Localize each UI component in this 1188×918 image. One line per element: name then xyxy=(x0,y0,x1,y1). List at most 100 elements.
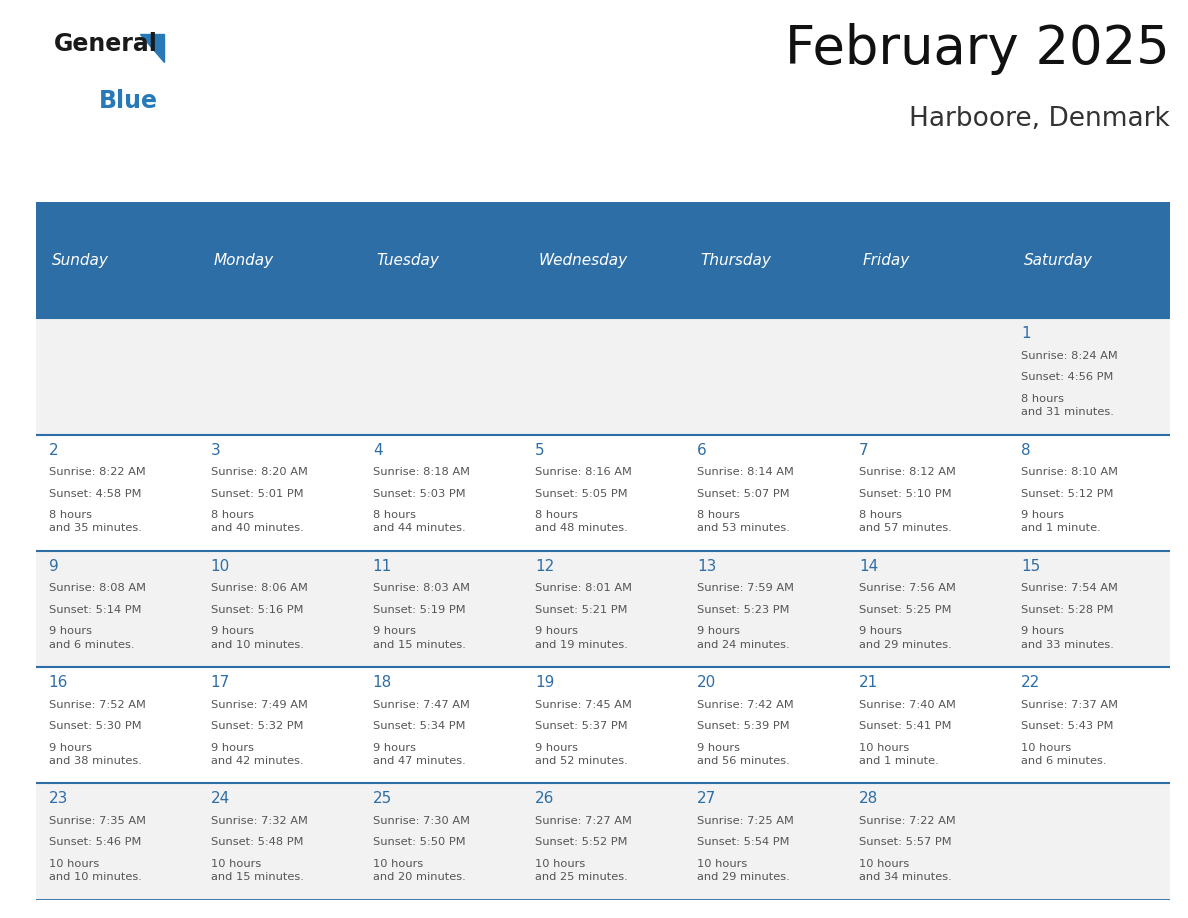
Text: 6: 6 xyxy=(697,442,707,458)
Text: Sunset: 5:41 PM: Sunset: 5:41 PM xyxy=(859,722,952,731)
Text: Sunset: 5:50 PM: Sunset: 5:50 PM xyxy=(373,837,466,847)
Bar xyxy=(197,783,360,900)
Text: Sunrise: 7:45 AM: Sunrise: 7:45 AM xyxy=(535,700,632,710)
Text: Tuesday: Tuesday xyxy=(375,252,438,268)
Bar xyxy=(360,319,522,434)
Text: Sunset: 5:01 PM: Sunset: 5:01 PM xyxy=(210,488,303,498)
Bar xyxy=(522,434,684,551)
Text: 7: 7 xyxy=(859,442,868,458)
Text: Sunset: 5:10 PM: Sunset: 5:10 PM xyxy=(859,488,952,498)
Text: 1: 1 xyxy=(1020,327,1031,341)
Bar xyxy=(522,202,684,319)
Bar xyxy=(1009,434,1170,551)
Bar xyxy=(684,783,846,900)
Bar xyxy=(684,202,846,319)
Text: Sunset: 5:39 PM: Sunset: 5:39 PM xyxy=(697,722,790,731)
Text: 11: 11 xyxy=(373,559,392,574)
Bar xyxy=(684,551,846,667)
Text: 9 hours
and 24 minutes.: 9 hours and 24 minutes. xyxy=(697,626,790,650)
Text: Sunset: 5:19 PM: Sunset: 5:19 PM xyxy=(373,605,466,615)
Text: 9 hours
and 47 minutes.: 9 hours and 47 minutes. xyxy=(373,743,466,766)
Bar xyxy=(360,551,522,667)
Text: Sunset: 5:46 PM: Sunset: 5:46 PM xyxy=(49,837,141,847)
Text: 22: 22 xyxy=(1020,676,1041,690)
Text: Sunrise: 7:30 AM: Sunrise: 7:30 AM xyxy=(373,816,469,826)
Text: 8 hours
and 57 minutes.: 8 hours and 57 minutes. xyxy=(859,510,952,533)
Text: 27: 27 xyxy=(697,791,716,807)
Text: 9 hours
and 10 minutes.: 9 hours and 10 minutes. xyxy=(210,626,304,650)
Bar xyxy=(522,319,684,434)
Bar xyxy=(1009,551,1170,667)
Bar xyxy=(846,551,1009,667)
Bar xyxy=(36,434,197,551)
Text: Sunset: 5:05 PM: Sunset: 5:05 PM xyxy=(535,488,627,498)
Text: 9 hours
and 33 minutes.: 9 hours and 33 minutes. xyxy=(1020,626,1114,650)
Text: 9 hours
and 6 minutes.: 9 hours and 6 minutes. xyxy=(49,626,134,650)
Text: Sunset: 5:21 PM: Sunset: 5:21 PM xyxy=(535,605,627,615)
Text: Sunset: 5:37 PM: Sunset: 5:37 PM xyxy=(535,722,627,731)
Text: Sunset: 5:54 PM: Sunset: 5:54 PM xyxy=(697,837,789,847)
Text: Sunrise: 7:27 AM: Sunrise: 7:27 AM xyxy=(535,816,632,826)
Bar xyxy=(197,667,360,783)
Text: 19: 19 xyxy=(535,676,555,690)
Text: 9 hours
and 38 minutes.: 9 hours and 38 minutes. xyxy=(49,743,141,766)
Text: 10 hours
and 6 minutes.: 10 hours and 6 minutes. xyxy=(1020,743,1106,766)
Text: Sunset: 5:30 PM: Sunset: 5:30 PM xyxy=(49,722,141,731)
Text: 24: 24 xyxy=(210,791,230,807)
Bar xyxy=(360,434,522,551)
Text: Sunrise: 7:56 AM: Sunrise: 7:56 AM xyxy=(859,583,956,593)
Text: Saturday: Saturday xyxy=(1024,252,1093,268)
Bar xyxy=(360,783,522,900)
Text: Sunrise: 7:32 AM: Sunrise: 7:32 AM xyxy=(210,816,308,826)
Text: Sunset: 4:58 PM: Sunset: 4:58 PM xyxy=(49,488,141,498)
Text: 18: 18 xyxy=(373,676,392,690)
Bar xyxy=(36,202,197,319)
Text: Sunrise: 7:42 AM: Sunrise: 7:42 AM xyxy=(697,700,794,710)
Text: Sunday: Sunday xyxy=(52,252,109,268)
Text: 13: 13 xyxy=(697,559,716,574)
Bar xyxy=(36,783,197,900)
Text: Sunrise: 7:49 AM: Sunrise: 7:49 AM xyxy=(210,700,308,710)
Text: Sunset: 5:28 PM: Sunset: 5:28 PM xyxy=(1020,605,1113,615)
Text: Sunset: 5:34 PM: Sunset: 5:34 PM xyxy=(373,722,466,731)
Text: 9 hours
and 29 minutes.: 9 hours and 29 minutes. xyxy=(859,626,952,650)
Text: Sunset: 5:57 PM: Sunset: 5:57 PM xyxy=(859,837,952,847)
Text: 2: 2 xyxy=(49,442,58,458)
Text: Sunrise: 8:12 AM: Sunrise: 8:12 AM xyxy=(859,467,956,477)
Text: Sunrise: 8:10 AM: Sunrise: 8:10 AM xyxy=(1020,467,1118,477)
Text: 10: 10 xyxy=(210,559,230,574)
Text: Sunset: 5:48 PM: Sunset: 5:48 PM xyxy=(210,837,303,847)
Text: 8 hours
and 40 minutes.: 8 hours and 40 minutes. xyxy=(210,510,303,533)
Text: 10 hours
and 15 minutes.: 10 hours and 15 minutes. xyxy=(210,859,304,882)
Text: Friday: Friday xyxy=(862,252,910,268)
Text: Sunrise: 7:35 AM: Sunrise: 7:35 AM xyxy=(49,816,146,826)
Text: 8 hours
and 48 minutes.: 8 hours and 48 minutes. xyxy=(535,510,627,533)
Text: Sunrise: 7:54 AM: Sunrise: 7:54 AM xyxy=(1020,583,1118,593)
Text: 10 hours
and 25 minutes.: 10 hours and 25 minutes. xyxy=(535,859,627,882)
Bar xyxy=(1009,667,1170,783)
Bar xyxy=(197,551,360,667)
Text: 8 hours
and 44 minutes.: 8 hours and 44 minutes. xyxy=(373,510,466,533)
Text: General: General xyxy=(53,32,157,56)
Text: Sunset: 5:25 PM: Sunset: 5:25 PM xyxy=(859,605,952,615)
Text: 17: 17 xyxy=(210,676,230,690)
Text: 12: 12 xyxy=(535,559,554,574)
Bar xyxy=(1009,783,1170,900)
Text: 21: 21 xyxy=(859,676,878,690)
Text: Sunrise: 7:47 AM: Sunrise: 7:47 AM xyxy=(373,700,469,710)
Text: 16: 16 xyxy=(49,676,68,690)
Bar xyxy=(360,667,522,783)
Bar xyxy=(197,319,360,434)
Text: Sunset: 5:12 PM: Sunset: 5:12 PM xyxy=(1020,488,1113,498)
Text: Sunset: 5:32 PM: Sunset: 5:32 PM xyxy=(210,722,303,731)
Bar xyxy=(684,434,846,551)
Text: 14: 14 xyxy=(859,559,878,574)
Text: Wednesday: Wednesday xyxy=(538,252,627,268)
Text: 8 hours
and 35 minutes.: 8 hours and 35 minutes. xyxy=(49,510,141,533)
Text: Sunset: 5:23 PM: Sunset: 5:23 PM xyxy=(697,605,789,615)
Text: 9 hours
and 19 minutes.: 9 hours and 19 minutes. xyxy=(535,626,627,650)
Text: 10 hours
and 29 minutes.: 10 hours and 29 minutes. xyxy=(697,859,790,882)
Bar xyxy=(360,202,522,319)
Bar xyxy=(846,434,1009,551)
Text: Sunrise: 8:08 AM: Sunrise: 8:08 AM xyxy=(49,583,146,593)
